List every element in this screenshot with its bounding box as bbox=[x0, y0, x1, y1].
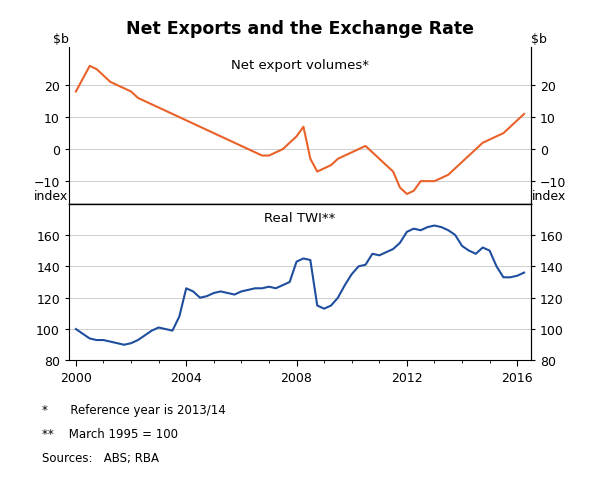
Text: $b: $b bbox=[53, 33, 68, 46]
Text: index: index bbox=[34, 189, 68, 202]
Text: Sources:   ABS; RBA: Sources: ABS; RBA bbox=[42, 451, 159, 464]
Text: Net Exports and the Exchange Rate: Net Exports and the Exchange Rate bbox=[126, 20, 474, 38]
Text: **    March 1995 = 100: ** March 1995 = 100 bbox=[42, 427, 178, 440]
Text: Net export volumes*: Net export volumes* bbox=[231, 59, 369, 72]
Text: index: index bbox=[532, 189, 566, 202]
Text: $b: $b bbox=[532, 33, 547, 46]
Text: *      Reference year is 2013/14: * Reference year is 2013/14 bbox=[42, 403, 226, 416]
Text: Real TWI**: Real TWI** bbox=[265, 212, 335, 225]
